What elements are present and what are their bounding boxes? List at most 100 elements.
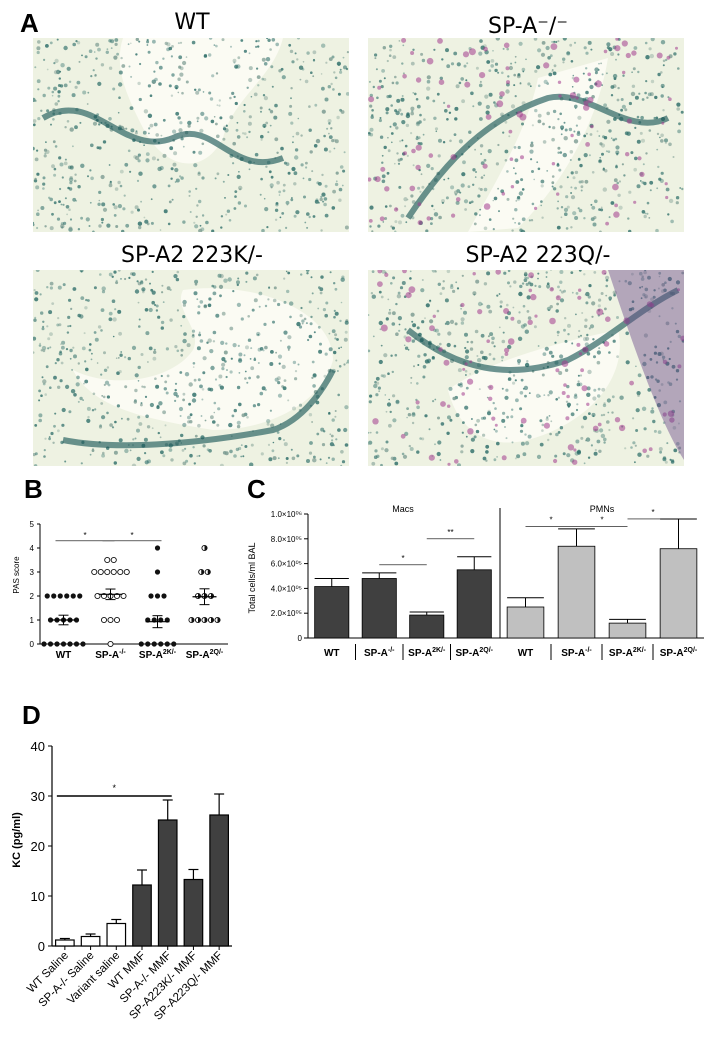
pas-y-tick-label: 5 (30, 520, 35, 529)
muscle-layer (608, 270, 684, 460)
bal-significance-mark: * (651, 508, 654, 517)
panel-label-d: D (22, 700, 41, 730)
pas-point (104, 568, 111, 576)
pas-point (113, 616, 121, 624)
bal-y-tick-label: 1.0×10⁰⁶ (271, 510, 302, 519)
pas-score-chart: PAS score 0 1 2 3 4 5 WT SP-A-/- SP-A2K/- SP-A2Q/… (12, 520, 228, 661)
bal-cells-chart: Total cells/ml BAL 0 2.0×10⁰⁵ 4.0×10⁰⁵ 6.0×… (247, 504, 704, 660)
kc-y-tick-label: 30 (31, 789, 45, 804)
kc-y-tick-label: 40 (31, 739, 45, 754)
pas-point (148, 593, 154, 599)
pas-y-tick-label: 0 (30, 640, 35, 649)
epithelium-lining (41, 107, 285, 166)
bal-bar (361, 578, 397, 639)
pas-point-half (204, 617, 208, 623)
micrograph-wt-image (33, 38, 349, 232)
bal-y-tick-label: 0 (298, 634, 303, 643)
pas-point (123, 568, 130, 576)
bal-significance-mark: * (549, 515, 552, 524)
pas-point (145, 641, 151, 647)
pas-category-label: SP-A-/- (95, 649, 126, 661)
pas-category-label: WT (56, 650, 72, 661)
pas-significance-mark: * (83, 531, 86, 540)
bal-y-tick-label: 8.0×10⁰⁵ (271, 535, 302, 544)
bal-category-label: WT (324, 648, 340, 659)
bal-cells-y-axis-label: Total cells/ml BAL (247, 542, 257, 613)
pas-point-half (201, 569, 204, 575)
pas-point (51, 593, 57, 599)
micrograph-title-spa-null: SP-A⁻/⁻ (488, 14, 568, 39)
pas-significance-mark: * (130, 531, 133, 540)
panel-label-b: B (24, 474, 43, 504)
micrograph-title-223k: SP-A2 223K/- (120, 243, 263, 268)
tissue-cells (368, 38, 684, 232)
panel-label-c: C (247, 474, 266, 504)
bal-series-name: PMNs (590, 504, 615, 514)
pas-point (64, 593, 70, 599)
pas-point (73, 641, 80, 647)
pas-y-tick-label: 1 (30, 616, 35, 625)
tissue-cells (33, 38, 349, 232)
pas-point-half (204, 545, 208, 551)
pas-point (97, 568, 104, 576)
pas-point (104, 556, 111, 564)
bal-y-tick-label: 6.0×10⁰⁵ (271, 560, 302, 569)
kc-bar (157, 819, 178, 947)
micrograph-223q-image (368, 270, 684, 466)
pas-point (77, 593, 83, 599)
pas-point (54, 641, 60, 647)
bal-category-label: SP-A2K/- (609, 647, 647, 659)
kc-bar (54, 939, 75, 947)
bal-significance-mark: * (401, 554, 404, 563)
kc-bar (80, 935, 101, 947)
bal-category-label: SP-A-/- (364, 647, 395, 659)
pas-point-half (217, 617, 221, 623)
tissue-cells (368, 270, 684, 466)
pas-point (154, 569, 161, 575)
micrograph-title-223q: SP-A2 223Q/- (465, 243, 611, 268)
pas-score-y-axis-label: PAS score (12, 556, 21, 594)
pas-point (110, 568, 117, 576)
pas-point (151, 641, 157, 647)
pas-point (44, 593, 50, 599)
pas-point-half (211, 617, 214, 623)
pas-y-tick-label: 4 (30, 544, 35, 553)
pas-category-label: SP-A2K/- (139, 649, 177, 661)
bal-series-name: Macs (392, 504, 414, 514)
kc-bar (132, 884, 152, 947)
bal-significance-mark: * (600, 515, 603, 524)
tissue-cells (33, 270, 349, 466)
kc-bar (183, 878, 204, 947)
pas-point (80, 641, 86, 647)
pas-point (117, 568, 124, 576)
pas-point (158, 641, 164, 647)
panel-label-a: A (20, 8, 39, 38)
pas-positive-cells (368, 38, 678, 226)
pas-point (91, 568, 98, 576)
pas-point (47, 617, 54, 623)
pas-positive-cells (372, 270, 684, 466)
pas-point-half (207, 569, 211, 575)
pas-y-tick-label: 3 (30, 568, 35, 577)
bal-category-label: SP-A2Q/- (455, 647, 493, 659)
bal-bar (659, 548, 698, 639)
pas-point (138, 641, 144, 647)
bal-category-label: SP-A2K/- (408, 647, 446, 659)
pas-category-label: SP-A2Q/- (186, 649, 224, 661)
micrograph-title-wt: WT (174, 10, 210, 35)
pas-point (171, 641, 177, 647)
bal-bar (506, 606, 545, 639)
bal-bar (608, 622, 647, 639)
pas-point-half (191, 617, 195, 623)
pas-point (41, 641, 47, 647)
epithelium-lining (406, 287, 680, 373)
pas-y-tick-label: 2 (30, 592, 35, 601)
bal-bar (456, 569, 492, 639)
kc-y-tick-label: 0 (38, 939, 45, 954)
pas-point (107, 616, 114, 624)
pas-point (70, 593, 76, 599)
pas-point (164, 641, 170, 647)
kc-y-tick-label: 20 (31, 839, 45, 854)
kc-significance-mark: * (113, 783, 117, 793)
